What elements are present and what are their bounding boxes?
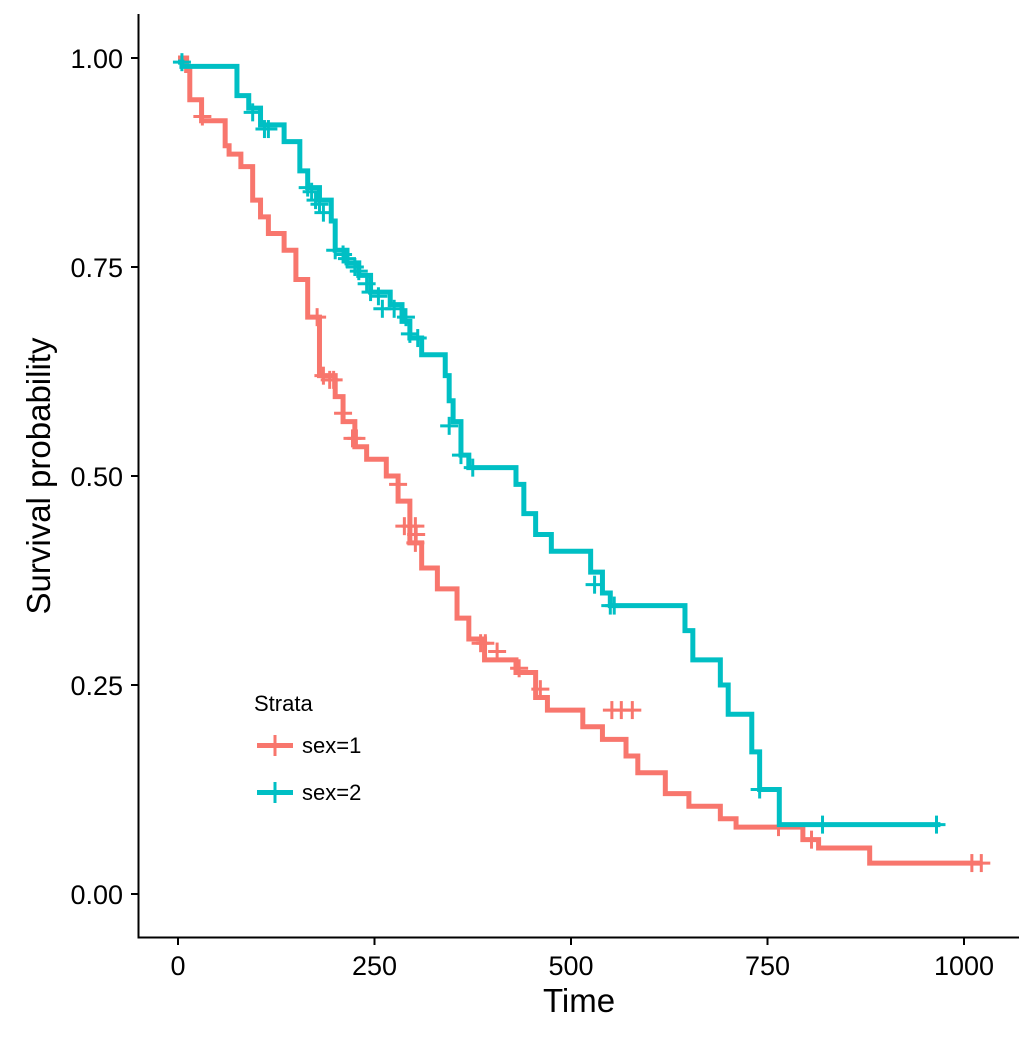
y-tick-label-0.25: 0.25 bbox=[70, 671, 123, 701]
legend-item-sex-2: sex=2 bbox=[257, 780, 361, 805]
censor-mark-sex-2 bbox=[337, 249, 356, 268]
y-axis-title: Survival probability bbox=[20, 337, 57, 614]
y-tick-label-1.00: 1.00 bbox=[70, 44, 123, 74]
legend-label-sex-2: sex=2 bbox=[302, 780, 361, 805]
censor-mark-sex-2 bbox=[326, 241, 345, 260]
censor-mark-sex-1 bbox=[802, 830, 821, 849]
censor-mark-sex-2 bbox=[259, 120, 278, 139]
y-tick-label-0.75: 0.75 bbox=[70, 253, 123, 283]
censor-mark-sex-2 bbox=[314, 203, 333, 222]
x-tick-label-250: 250 bbox=[352, 951, 397, 981]
censor-mark-sex-1 bbox=[510, 659, 529, 678]
x-tick-label-750: 750 bbox=[745, 951, 790, 981]
censor-mark-sex-1 bbox=[488, 642, 507, 661]
censor-mark-sex-1 bbox=[193, 107, 212, 126]
y-tick-label-0.50: 0.50 bbox=[70, 462, 123, 492]
censor-mark-sex-1 bbox=[389, 475, 408, 494]
censor-mark-sex-2 bbox=[369, 287, 388, 306]
legend-item-sex-1: sex=1 bbox=[257, 733, 361, 758]
curve-sex-2 bbox=[178, 59, 941, 828]
censor-mark-sex-2 bbox=[408, 329, 427, 348]
censor-mark-sex-2 bbox=[172, 53, 191, 72]
censor-mark-sex-1 bbox=[334, 404, 353, 423]
survival-curves bbox=[172, 53, 991, 873]
censor-mark-sex-2 bbox=[396, 308, 415, 327]
axes bbox=[137, 14, 1019, 939]
censor-mark-sex-2 bbox=[385, 299, 404, 318]
censor-mark-sex-1 bbox=[623, 701, 642, 720]
y-tick-label-0.00: 0.00 bbox=[70, 880, 123, 910]
curve-sex-1 bbox=[178, 55, 982, 866]
censor-mark-sex-2 bbox=[334, 245, 353, 264]
censor-mark-sex-2 bbox=[306, 191, 325, 210]
censor-mark-sex-2 bbox=[361, 283, 380, 302]
tick-group: 0 250 500 750 1000 0.00 0.25 0.50 0.75 1.00 bbox=[70, 44, 994, 981]
censor-mark-sex-2 bbox=[243, 103, 262, 122]
censor-mark-sex-1 bbox=[347, 429, 366, 448]
censor-mark-sex-2 bbox=[463, 458, 482, 477]
x-tick-label-0: 0 bbox=[170, 951, 185, 981]
censor-mark-sex-2 bbox=[585, 575, 604, 594]
censor-mark-sex-2 bbox=[357, 274, 376, 293]
censor-mark-sex-2 bbox=[440, 416, 459, 435]
censor-mark-sex-2 bbox=[605, 596, 624, 615]
censor-mark-sex-2 bbox=[345, 258, 364, 276]
censor-mark-sex-1 bbox=[308, 308, 327, 327]
x-tick-label-500: 500 bbox=[548, 951, 593, 981]
x-axis-title: Time bbox=[543, 982, 615, 1019]
censor-mark-sex-2 bbox=[302, 182, 321, 201]
censor-mark-sex-2 bbox=[400, 324, 419, 343]
censor-mark-sex-2 bbox=[813, 815, 832, 834]
legend: Strata sex=1 sex=2 bbox=[254, 691, 361, 805]
legend-title: Strata bbox=[254, 691, 313, 716]
censor-mark-sex-2 bbox=[349, 262, 368, 281]
censor-mark-sex-2 bbox=[451, 446, 470, 465]
censor-mark-sex-1 bbox=[476, 634, 495, 653]
censor-mark-sex-1 bbox=[406, 533, 425, 552]
censor-mark-sex-1 bbox=[972, 854, 991, 873]
censor-mark-sex-2 bbox=[927, 815, 946, 834]
censor-mark-sex-2 bbox=[310, 195, 329, 214]
legend-label-sex-1: sex=1 bbox=[302, 733, 361, 758]
censor-mark-sex-2 bbox=[750, 780, 769, 799]
censor-mark-sex-1 bbox=[324, 370, 343, 389]
censor-mark-sex-1 bbox=[531, 680, 550, 699]
x-tick-label-1000: 1000 bbox=[934, 951, 994, 981]
censor-mark-sex-2 bbox=[298, 178, 317, 197]
